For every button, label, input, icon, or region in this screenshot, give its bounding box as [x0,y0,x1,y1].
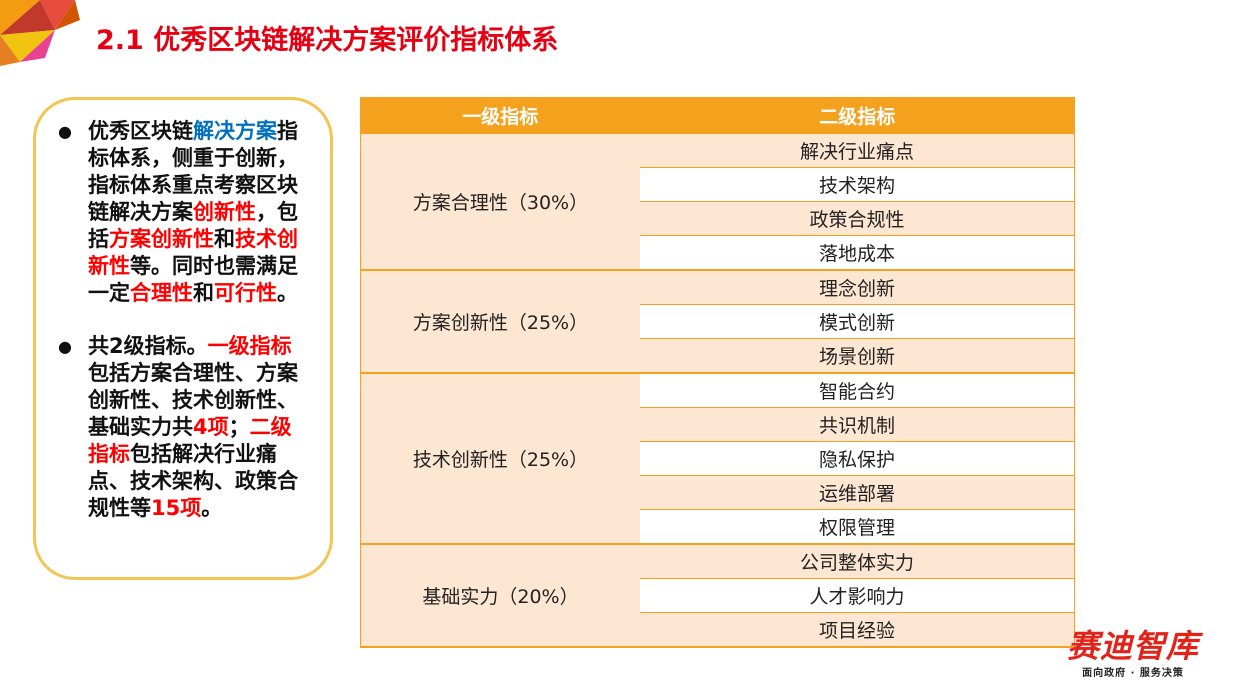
table-row: 运维部署 [361,475,1075,510]
level2-cell: 落地成本 [640,235,1075,270]
text-run: 。 [201,496,223,520]
text-run: ，包括 [88,200,298,251]
indicator-table: 一级指标 二级指标 方案合理性（30%） 解决行业痛点 技术架构 政策合规性 落地成本 方案创… [360,97,1075,648]
level2-cell: 政策合规性 [640,201,1075,236]
logo-name: 赛迪智库 [1066,627,1199,665]
level2-cell: 人才影响力 [640,578,1075,613]
table-row: 基础实力（20%） 公司整体实力 [360,543,1075,647]
table-row: 隐私保护 [361,441,1075,476]
logo: 赛迪智库 面向政府 · 服务决策 [1058,628,1208,679]
column-header: 一级指标 [360,97,641,134]
text-run: 方案创新性 [109,227,214,251]
text-run: 4项 [193,415,229,439]
level2-cell: 公司整体实力 [640,543,1075,579]
table-row: 技术创新性（25%） 智能合约 [360,372,1075,544]
text-run: 合理性 [130,281,193,305]
table-row: 技术架构 [361,167,1075,202]
text-run: 。 [277,281,298,305]
table-row: 项目经验 [361,612,1075,647]
bullet-paragraph: 优秀区块链解决方案指标体系，侧重于创新，指标体系重点考察区块链解决方案创新性，包… [58,118,308,307]
text-run: 15项 [151,496,202,520]
table-row: 方案创新性（25%） 理念创新 [360,269,1075,373]
table-row: 政策合规性 [361,201,1075,236]
slide-title: 2.1 优秀区块链解决方案评价指标体系 [96,25,559,56]
decoration [0,0,80,66]
text-run: 指标体系，侧重于创新，指标体系重点考察区块链解决方案 [88,119,298,224]
text-run: 和 [193,281,214,305]
level2-cell: 解决行业痛点 [640,132,1075,168]
text-run: 二级指标 [88,415,292,466]
level2-cell: 技术架构 [640,167,1075,202]
level1-cell: 方案合理性（30%） [360,132,640,270]
level2-cell: 场景创新 [640,338,1075,373]
summary-box: 优秀区块链解决方案指标体系，侧重于创新，指标体系重点考察区块链解决方案创新性，包… [33,97,333,580]
level2-cell: 权限管理 [640,509,1075,544]
table-row: 模式创新 [361,304,1075,339]
text-run: 创新性 [193,200,256,224]
text-run: 包括方案合理性、方案创新性、技术创新性、基础实力共 [88,361,298,439]
logo-tagline: 面向政府 · 服务决策 [1082,668,1184,679]
level2-cell: 项目经验 [640,612,1075,647]
level1-cell: 方案创新性（25%） [360,269,640,373]
text-run: 和 [214,227,235,251]
text-run: 可行性 [214,281,277,305]
level2-cell: 共识机制 [640,407,1075,442]
text-run: ； [228,415,250,439]
table-row: 落地成本 [361,235,1075,270]
level2-cell: 模式创新 [640,304,1075,339]
table-row: 人才影响力 [361,578,1075,613]
level2-cell: 隐私保护 [640,441,1075,476]
level2-cell: 运维部署 [640,475,1075,510]
text-run: 等。同时也需满足一定 [88,254,298,305]
text-run: 共2级指标。 [88,334,208,358]
bullet-paragraph: 共2级指标。一级指标包括方案合理性、方案创新性、技术创新性、基础实力共4项；二级… [58,333,308,522]
text-run: 解决方案 [193,119,277,143]
text-run: 包括解决行业痛点、技术架构、政策合规性等 [88,442,298,520]
text-run: 优秀区块链 [88,119,193,143]
table-row: 场景创新 [361,338,1075,373]
text-run: 一级指标 [207,334,292,358]
table-row: 方案合理性（30%） 解决行业痛点 [360,132,1075,270]
header-row: 一级指标 二级指标 [360,97,1075,134]
text-run: 技术创新性 [88,227,298,278]
table-row: 共识机制 [361,407,1075,442]
level2-cell: 智能合约 [640,372,1075,408]
table-row: 权限管理 [361,509,1075,544]
column-header: 二级指标 [639,97,1075,134]
level1-cell: 技术创新性（25%） [360,372,640,544]
level2-cell: 理念创新 [640,269,1075,305]
level1-cell: 基础实力（20%） [360,543,640,647]
